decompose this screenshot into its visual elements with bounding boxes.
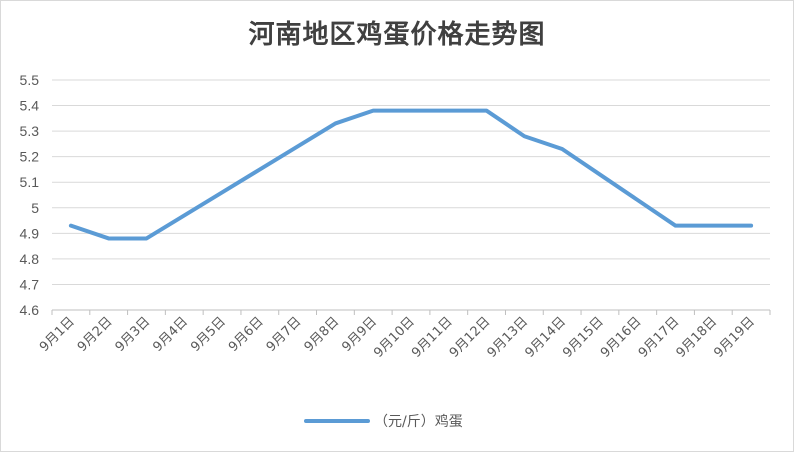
x-tick-label: 9月4日 <box>150 314 191 355</box>
data-point <box>144 236 148 240</box>
data-point <box>220 190 224 194</box>
x-tick-label: 9月13日 <box>485 314 532 361</box>
data-point <box>69 224 73 228</box>
y-tick-label: 4.6 <box>20 302 40 318</box>
x-tick-label: 9月18日 <box>674 314 721 361</box>
y-tick-label: 5.4 <box>20 98 40 114</box>
legend-label: （元/斤）鸡蛋 <box>374 413 463 430</box>
data-point <box>409 109 413 113</box>
data-point <box>447 109 451 113</box>
data-point <box>749 224 753 228</box>
x-tick-label: 9月10日 <box>371 314 418 361</box>
x-tick-label: 9月19日 <box>711 314 758 361</box>
legend: （元/斤）鸡蛋 <box>304 413 463 430</box>
data-point <box>296 144 300 148</box>
y-tick-label: 5.1 <box>20 174 40 190</box>
x-tick-label: 9月15日 <box>560 314 607 361</box>
data-point <box>371 109 375 113</box>
chart-title: 河南地区鸡蛋价格走势图 <box>248 20 546 50</box>
y-tick-label: 4.9 <box>20 225 40 241</box>
data-point <box>258 167 262 171</box>
x-tick-label: 9月14日 <box>522 314 569 361</box>
y-tick-label: 4.7 <box>20 276 40 292</box>
x-axis <box>51 309 771 315</box>
x-tick-label: 9月3日 <box>113 314 154 355</box>
y-tick-label: 4.8 <box>20 251 40 267</box>
x-tick-label: 9月8日 <box>302 314 343 355</box>
x-tick-label: 9月2日 <box>75 314 116 355</box>
data-point <box>560 147 564 151</box>
series-layer <box>68 108 754 241</box>
x-tick-label: 9月5日 <box>188 314 229 355</box>
y-tick-label: 5 <box>31 200 39 216</box>
y-tick-label: 5.5 <box>20 72 40 88</box>
data-point <box>636 198 640 202</box>
y-axis-ticks: 4.6 4.7 4.8 4.9 5 5.1 5.2 5.3 5.4 5.5 <box>20 72 40 318</box>
x-tick-label: 9月6日 <box>226 314 267 355</box>
data-point <box>182 213 186 217</box>
x-tick-label: 9月16日 <box>598 314 645 361</box>
data-point <box>107 236 111 240</box>
x-tick-label: 9月17日 <box>636 314 683 361</box>
data-point <box>674 224 678 228</box>
x-axis-ticks: 9月1日9月2日9月3日9月4日9月5日9月6日9月7日9月8日9月9日9月10… <box>37 314 758 361</box>
y-tick-label: 5.2 <box>20 149 40 165</box>
x-tick-label: 9月11日 <box>409 314 456 361</box>
data-point <box>333 121 337 125</box>
x-tick-label: 9月7日 <box>264 314 305 355</box>
data-point <box>522 134 526 138</box>
data-point <box>711 224 715 228</box>
y-tick-label: 5.3 <box>20 123 40 139</box>
x-tick-label: 9月12日 <box>447 314 494 361</box>
series-line <box>68 108 754 241</box>
data-point <box>598 173 602 177</box>
data-point <box>485 109 489 113</box>
x-tick-label: 9月1日 <box>37 314 78 355</box>
gridlines <box>52 79 770 311</box>
